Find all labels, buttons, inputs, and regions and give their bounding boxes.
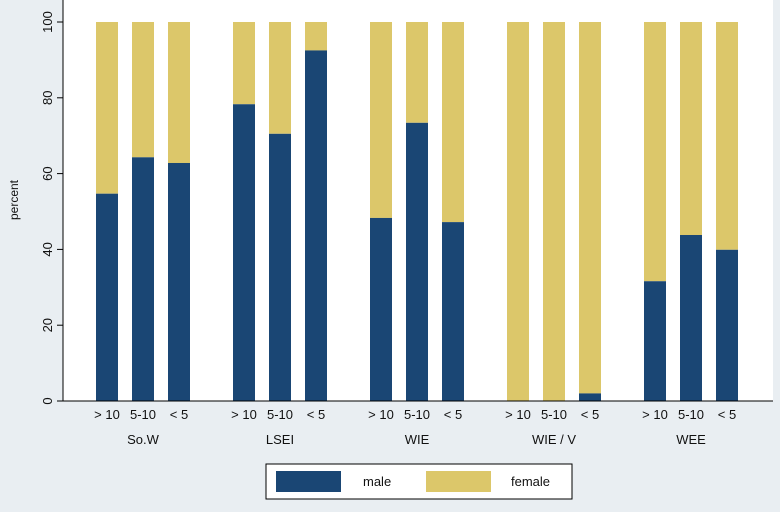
x-tick-label: > 10 bbox=[642, 407, 668, 422]
bar-female bbox=[507, 22, 529, 401]
bar-female bbox=[716, 22, 738, 250]
bar-female bbox=[305, 22, 327, 51]
bar-female bbox=[96, 22, 118, 194]
bar-male bbox=[168, 162, 190, 401]
y-tick-label: 60 bbox=[40, 166, 55, 180]
y-axis: 0 20 40 60 80 100 bbox=[40, 11, 63, 405]
bar-male bbox=[305, 50, 327, 402]
x-tick-label: < 5 bbox=[581, 407, 599, 422]
x-tick-label: > 10 bbox=[368, 407, 394, 422]
x-tick-label: < 5 bbox=[307, 407, 325, 422]
legend-swatch-female bbox=[426, 471, 491, 492]
bar-female bbox=[269, 22, 291, 134]
x-tick-label: 5-10 bbox=[404, 407, 430, 422]
x-axis: > 10 5-10 < 5 So.W > 10 5-10 < 5 LSEI > 10 5-10 < … bbox=[94, 407, 736, 447]
y-tick-label: 20 bbox=[40, 318, 55, 332]
bar-male bbox=[442, 222, 464, 401]
group-label: LSEI bbox=[266, 432, 294, 447]
bar-female bbox=[543, 22, 565, 401]
bar-male bbox=[716, 249, 738, 401]
x-tick-label: < 5 bbox=[718, 407, 736, 422]
x-tick-label: 5-10 bbox=[678, 407, 704, 422]
x-tick-label: < 5 bbox=[170, 407, 188, 422]
legend-label-male: male bbox=[363, 474, 391, 489]
group-label: WIE / V bbox=[532, 432, 576, 447]
group-label: So.W bbox=[127, 432, 160, 447]
group-label: WEE bbox=[676, 432, 706, 447]
bar-female bbox=[168, 22, 190, 163]
y-tick-label: 80 bbox=[40, 91, 55, 105]
y-axis-label: percent bbox=[7, 179, 21, 220]
y-tick-label: 100 bbox=[40, 11, 55, 33]
x-tick-label: 5-10 bbox=[267, 407, 293, 422]
bar-male bbox=[406, 122, 428, 402]
x-tick-label: 5-10 bbox=[541, 407, 567, 422]
bar-female bbox=[644, 22, 666, 282]
bar-female bbox=[680, 22, 702, 235]
x-tick-label: > 10 bbox=[231, 407, 257, 422]
bar-male bbox=[644, 281, 666, 401]
group-label: WIE bbox=[405, 432, 430, 447]
bars-layer bbox=[96, 22, 738, 402]
bar-female bbox=[442, 22, 464, 223]
x-tick-label: > 10 bbox=[505, 407, 531, 422]
bar-female bbox=[406, 22, 428, 123]
bar-male bbox=[233, 104, 255, 402]
legend-label-female: female bbox=[511, 474, 550, 489]
y-tick-label: 40 bbox=[40, 242, 55, 256]
x-tick-label: < 5 bbox=[444, 407, 462, 422]
legend-swatch-male bbox=[276, 471, 341, 492]
bar-male bbox=[680, 234, 702, 401]
bar-male bbox=[96, 193, 118, 401]
bar-female bbox=[370, 22, 392, 218]
x-tick-label: > 10 bbox=[94, 407, 120, 422]
bar-male bbox=[269, 133, 291, 401]
bar-male bbox=[579, 393, 601, 401]
legend: male female bbox=[265, 463, 573, 500]
bar-male bbox=[132, 157, 154, 401]
bar-male bbox=[370, 217, 392, 401]
bar-female bbox=[132, 22, 154, 158]
x-tick-label: 5-10 bbox=[130, 407, 156, 422]
bar-female bbox=[579, 22, 601, 394]
y-tick-label: 0 bbox=[40, 397, 55, 404]
bar-female bbox=[233, 22, 255, 105]
